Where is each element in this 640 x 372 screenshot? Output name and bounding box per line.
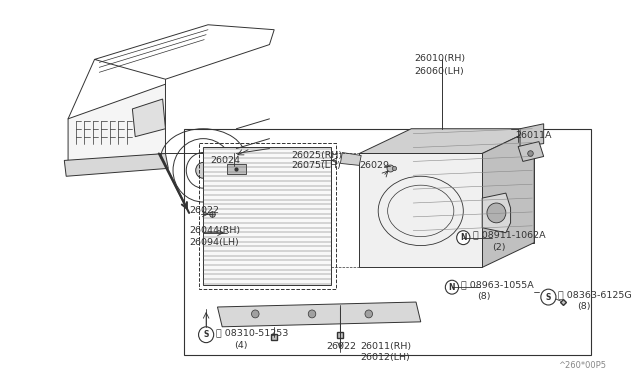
Text: Ⓢ 08363-6125G: Ⓢ 08363-6125G <box>558 290 632 299</box>
Circle shape <box>196 163 211 178</box>
Text: ^260*00P5: ^260*00P5 <box>558 362 606 371</box>
Circle shape <box>457 231 470 245</box>
Circle shape <box>487 203 506 223</box>
Polygon shape <box>412 129 534 243</box>
Circle shape <box>445 280 459 294</box>
Circle shape <box>365 310 372 318</box>
Text: 26011(RH): 26011(RH) <box>360 341 412 351</box>
Text: S: S <box>204 330 209 339</box>
Polygon shape <box>340 153 361 166</box>
Polygon shape <box>227 164 246 174</box>
Polygon shape <box>518 142 543 161</box>
Circle shape <box>252 310 259 318</box>
Polygon shape <box>359 154 482 267</box>
Text: (8): (8) <box>477 292 491 301</box>
Text: 26075(LH): 26075(LH) <box>291 161 341 170</box>
Text: N: N <box>460 233 467 242</box>
Text: 26022: 26022 <box>326 341 356 351</box>
Text: Ⓝ 08963-1055A: Ⓝ 08963-1055A <box>461 280 534 289</box>
Text: Ⓝ 08911-1062A: Ⓝ 08911-1062A <box>473 231 545 240</box>
Text: 26024: 26024 <box>210 157 240 166</box>
Polygon shape <box>132 99 166 137</box>
Text: 26044(RH): 26044(RH) <box>189 226 240 235</box>
Text: 26011A: 26011A <box>515 131 552 140</box>
Polygon shape <box>482 129 534 267</box>
Polygon shape <box>359 129 534 154</box>
Polygon shape <box>520 124 543 147</box>
Text: 26022: 26022 <box>189 206 219 215</box>
Text: N: N <box>449 283 455 292</box>
Polygon shape <box>218 302 420 327</box>
Polygon shape <box>68 84 166 163</box>
Text: Ⓢ 08310-51253: Ⓢ 08310-51253 <box>216 329 288 338</box>
Circle shape <box>308 310 316 318</box>
Text: (4): (4) <box>234 341 248 350</box>
Text: 26060(LH): 26060(LH) <box>414 67 464 76</box>
Text: 26012(LH): 26012(LH) <box>360 353 410 362</box>
Text: 26025(RH): 26025(RH) <box>291 151 342 160</box>
Text: (2): (2) <box>492 243 505 251</box>
Polygon shape <box>204 147 331 285</box>
Text: (8): (8) <box>577 302 590 311</box>
Text: S: S <box>546 293 551 302</box>
Circle shape <box>541 289 556 305</box>
Polygon shape <box>64 154 168 176</box>
Polygon shape <box>482 193 511 233</box>
Text: 26010(RH): 26010(RH) <box>414 54 465 64</box>
Text: 26094(LH): 26094(LH) <box>189 238 239 247</box>
Text: 26029: 26029 <box>359 161 389 170</box>
Circle shape <box>198 327 214 343</box>
